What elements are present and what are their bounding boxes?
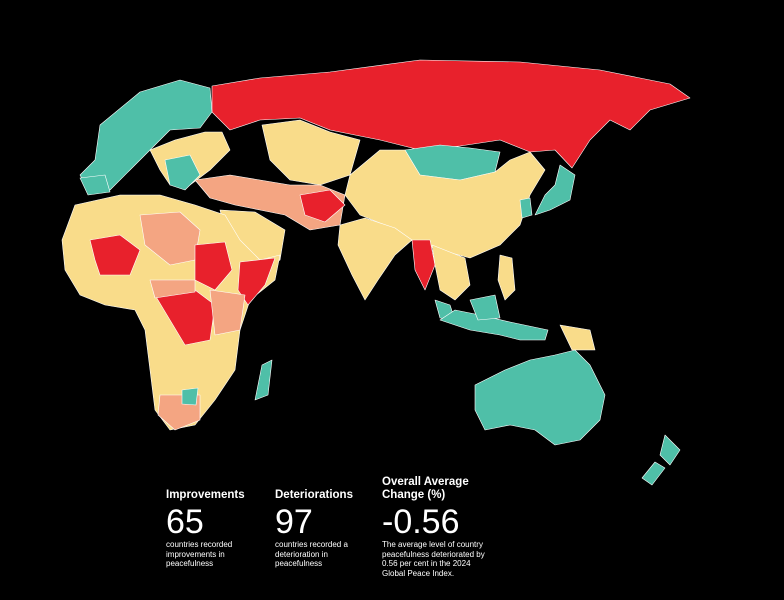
stat-title: Overall Average Change (%) xyxy=(382,476,469,501)
region-red xyxy=(237,257,276,306)
stat-description: countries recorded a deterioration in pe… xyxy=(275,540,348,568)
region-teal xyxy=(254,359,273,401)
region-yellow xyxy=(559,324,596,351)
stat-title: Improvements xyxy=(166,489,245,501)
region-teal xyxy=(534,164,576,216)
region-teal xyxy=(181,387,199,406)
region-red xyxy=(299,189,346,223)
stat-value: 65 xyxy=(166,503,204,541)
stat: Deteriorations 97 countries recorded a d… xyxy=(275,474,375,569)
region-yellow xyxy=(337,217,413,301)
region-teal xyxy=(519,197,533,219)
region-yellow xyxy=(497,254,516,301)
region-teal xyxy=(474,349,606,446)
stat: Overall Average Change (%) -0.56 The ave… xyxy=(382,474,494,578)
region-teal xyxy=(79,174,111,196)
stat-value: -0.56 xyxy=(382,503,460,541)
region-salmon xyxy=(149,279,196,299)
region-teal xyxy=(469,294,501,321)
stat-description: countries recorded improvements in peace… xyxy=(166,540,233,568)
region-yellow xyxy=(431,244,471,301)
region-teal xyxy=(641,461,666,486)
stat-value: 97 xyxy=(275,503,313,541)
region-teal xyxy=(79,79,213,191)
region-red xyxy=(194,241,233,291)
region-red xyxy=(211,59,691,169)
region-red xyxy=(411,239,436,291)
region-teal xyxy=(164,154,201,191)
stat: Improvements 65 countries recorded impro… xyxy=(166,474,266,569)
stat-title: Deteriorations xyxy=(275,489,353,501)
region-red xyxy=(89,234,141,276)
stat-description: The average level of country peacefulnes… xyxy=(382,540,485,578)
region-teal xyxy=(659,434,681,466)
region-salmon xyxy=(209,289,246,336)
region-teal xyxy=(439,309,549,341)
